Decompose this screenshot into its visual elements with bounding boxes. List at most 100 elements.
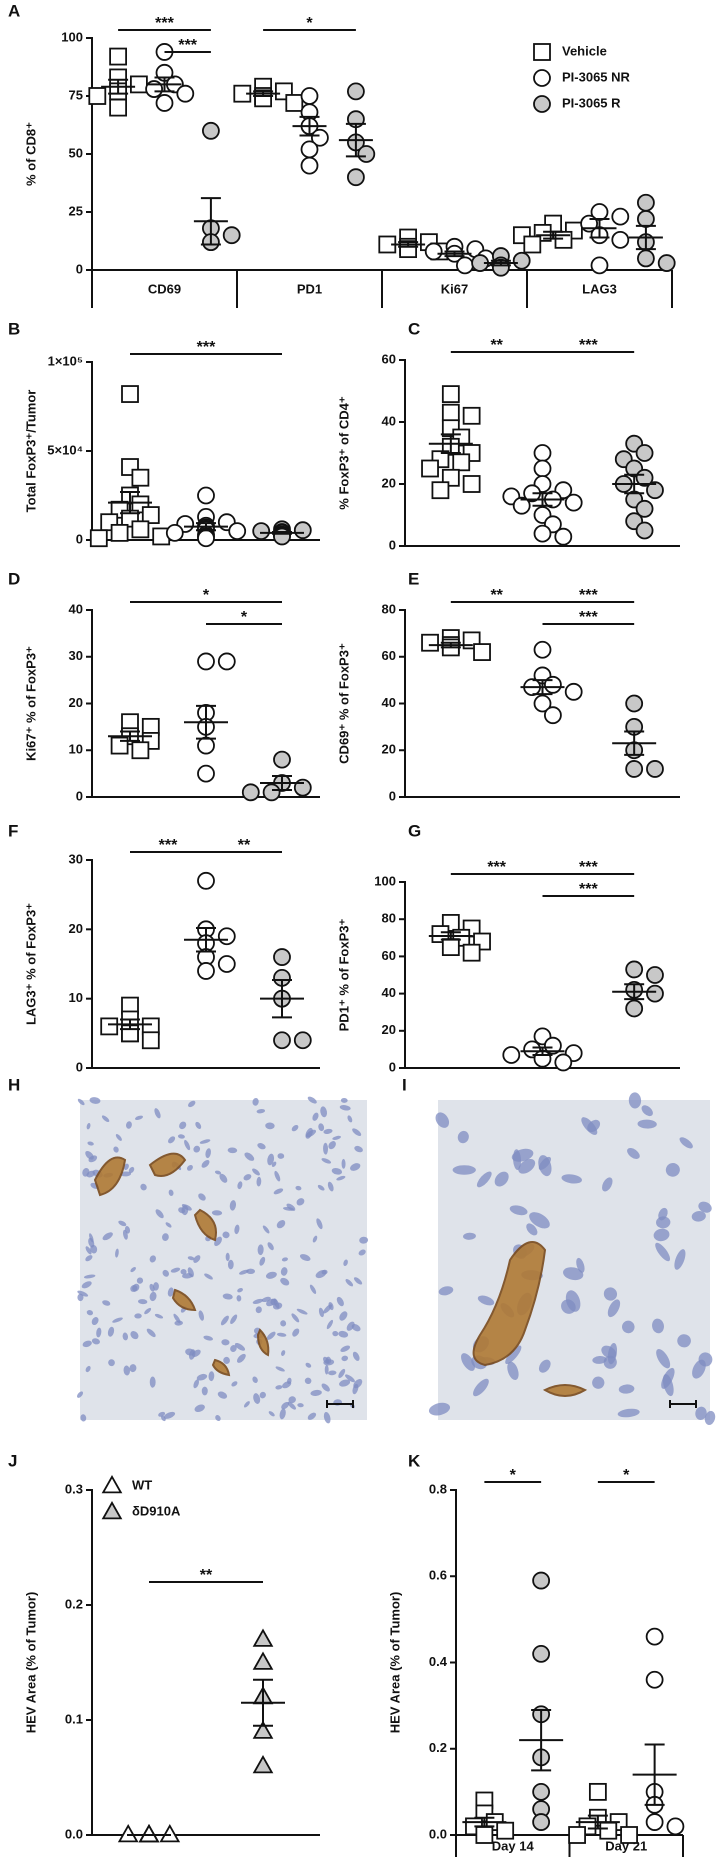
point [421,459,439,478]
point [431,481,450,500]
nucleus [77,1391,84,1398]
point [273,948,291,966]
nucleus [86,1310,94,1316]
nucleus [323,1411,331,1424]
nucleus [317,1184,325,1191]
error-bar [398,241,419,248]
panel-label: G [408,821,421,840]
legend-marker [533,95,551,113]
nucleus [691,1211,706,1222]
point [217,955,236,973]
significance-label: *** [579,587,598,604]
nucleus [328,1370,337,1376]
nucleus [182,1273,193,1279]
nucleus [136,1277,144,1284]
nucleus [518,1158,536,1174]
nucleus [307,1096,317,1104]
nucleus [628,1092,642,1109]
nucleus [281,1350,286,1356]
scale-bar [326,1400,354,1408]
nucleus [347,1115,353,1123]
error-bar [532,492,553,507]
panel-label: C [408,319,420,338]
nucleus [154,1108,161,1119]
nucleus [323,1304,333,1314]
nucleus [473,1378,489,1397]
error-bar [108,78,129,95]
point [441,385,460,404]
nucleus [332,1330,339,1337]
point [117,1823,139,1843]
y-tick-label: 60 [382,948,396,963]
point [197,652,215,671]
nucleus [281,1401,290,1410]
y-tick-label: 0 [389,788,396,803]
nucleus [246,1268,256,1275]
point [635,444,654,462]
nucleus [331,1168,343,1175]
nucleus [280,1320,287,1327]
y-tick-label: 0 [76,788,83,803]
error-bar [543,230,564,240]
nucleus [252,1168,260,1176]
nucleus [312,1112,319,1121]
point [222,226,241,245]
nucleus [267,1242,274,1251]
panel-label: D [8,569,20,588]
y-tick-label: 25 [69,203,83,218]
error-bar [120,490,140,515]
nucleus [336,1296,344,1307]
nucleus [253,1393,261,1404]
nucleus [339,1379,351,1387]
point [197,764,215,783]
nucleus [130,1267,136,1273]
point [197,871,215,890]
nucleus [193,1379,200,1389]
point [532,1571,551,1590]
nucleus [107,1326,115,1337]
nucleus [221,1339,230,1346]
nucleus [237,1181,243,1190]
y-tick-label: 0.0 [65,1826,83,1841]
nucleus [339,1105,351,1111]
point [462,475,481,493]
nucleus [270,1298,278,1306]
nucleus [83,1274,96,1279]
y-axis-label: CD69⁺ % of FoxP3⁺ [336,643,351,764]
nucleus [607,1343,617,1365]
nucleus [315,1269,327,1279]
nucleus [236,1295,242,1302]
error-bar [440,433,461,454]
y-tick-label: 30 [69,851,83,866]
nucleus [219,1173,228,1183]
nucleus [328,1141,336,1150]
nucleus [265,1122,275,1130]
error-bar [474,1816,495,1828]
point [241,783,260,802]
nucleus [149,1255,156,1263]
point [611,230,630,249]
error-bar [531,1708,552,1772]
error-bar [587,1814,608,1830]
point [252,522,271,540]
error-bar [120,730,140,742]
nucleus [140,1183,147,1191]
point [523,235,542,254]
nucleus [268,1411,275,1417]
nucleus [222,1293,233,1300]
point [666,1817,685,1836]
nucleus [321,1158,332,1164]
nucleus [563,1267,584,1281]
nucleus [350,1163,361,1171]
nucleus [168,1189,174,1196]
nucleus [476,1171,492,1188]
error-bar [589,217,610,239]
nucleus [128,1166,135,1174]
y-tick-label: 0 [76,1059,83,1074]
nucleus [274,1170,281,1182]
nucleus [115,1248,119,1258]
y-tick-label: 100 [61,29,83,44]
legend-marker [533,69,551,87]
nucleus [91,1338,100,1345]
significance-label: *** [197,339,216,356]
